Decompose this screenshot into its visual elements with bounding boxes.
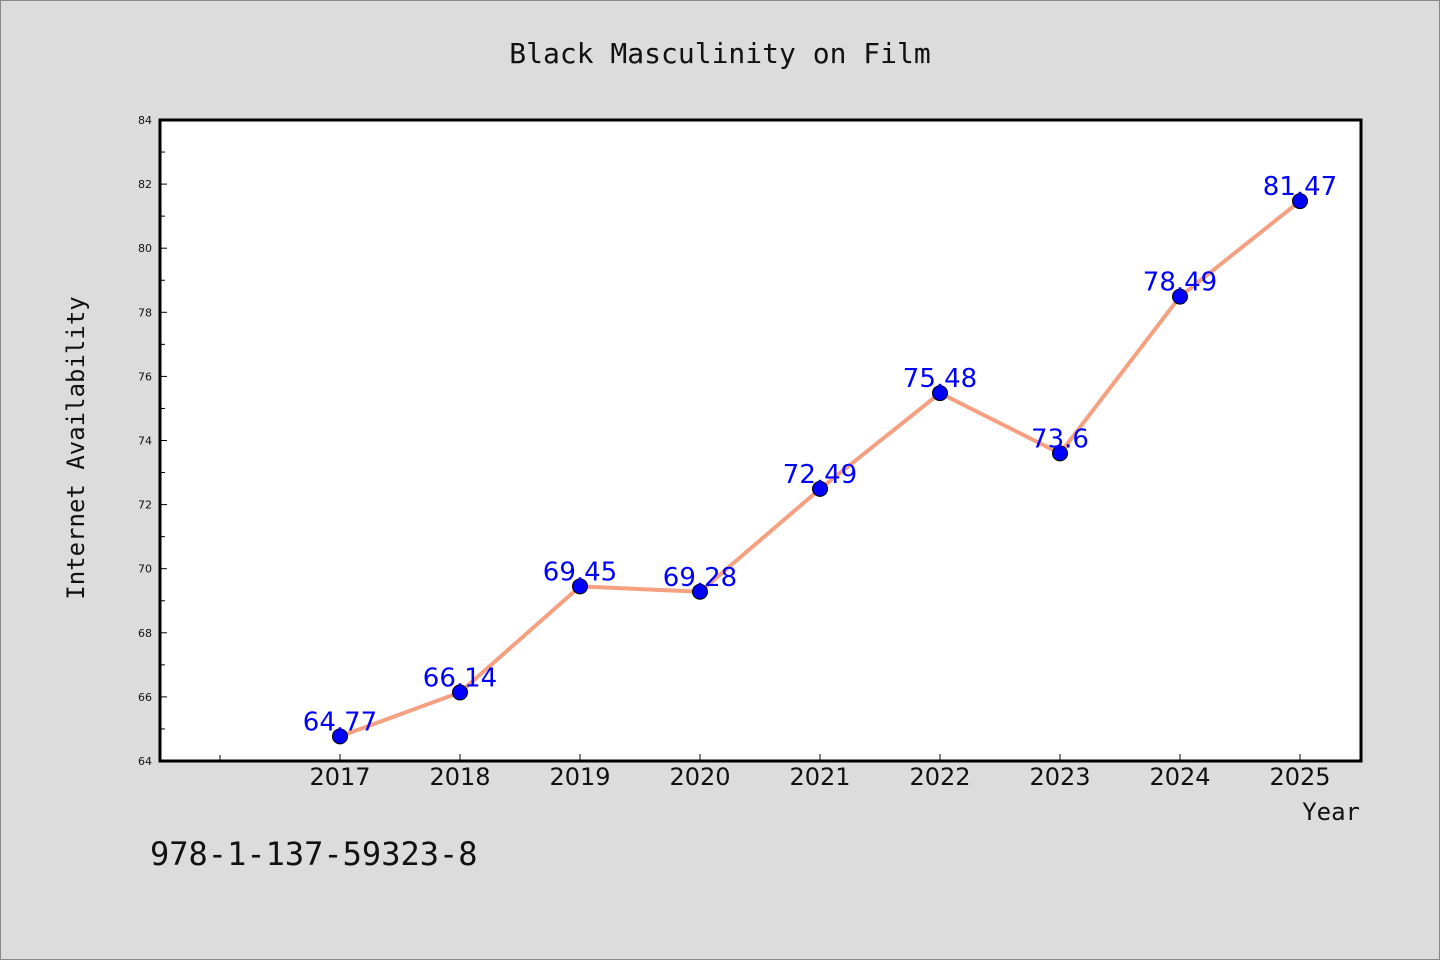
x-tick-label: 2017 bbox=[309, 763, 370, 791]
x-axis-label: Year bbox=[1302, 798, 1360, 826]
isbn-text: 978-1-137-59323-8 bbox=[150, 835, 478, 873]
y-axis: 64 66 68 70 72 74 76 78 80 82 84 bbox=[138, 114, 167, 768]
x-tick-label: 2025 bbox=[1269, 763, 1330, 791]
data-point bbox=[932, 385, 948, 402]
data-label: 72.49 bbox=[783, 460, 857, 490]
data-labels-group: 64.77 66.14 69.45 69.28 72.49 75.48 73.6 78.49 8… bbox=[303, 172, 1337, 737]
data-label: 81.47 bbox=[1263, 172, 1337, 202]
data-label: 75.48 bbox=[903, 364, 977, 394]
y-tick-label: 72 bbox=[138, 499, 152, 512]
data-label: 64.77 bbox=[303, 707, 377, 737]
x-tick-label: 2019 bbox=[549, 763, 610, 791]
data-label: 66.14 bbox=[423, 663, 497, 693]
data-point bbox=[572, 578, 588, 595]
x-tick-label: 2020 bbox=[669, 763, 730, 791]
x-tick-label: 2022 bbox=[909, 763, 970, 791]
y-tick-label: 68 bbox=[138, 627, 152, 640]
series-points-group bbox=[332, 193, 1308, 745]
data-point bbox=[812, 480, 828, 497]
y-tick-label: 80 bbox=[138, 242, 152, 255]
data-label: 69.45 bbox=[543, 557, 617, 587]
y-tick-label: 64 bbox=[138, 755, 152, 768]
y-tick-label: 82 bbox=[138, 178, 152, 191]
data-label: 78.49 bbox=[1143, 268, 1217, 298]
x-tick-label: 2024 bbox=[1149, 763, 1210, 791]
data-label: 73.6 bbox=[1031, 424, 1089, 454]
x-tick-label: 2018 bbox=[429, 763, 490, 791]
plot-area bbox=[158, 118, 1363, 763]
data-point bbox=[692, 583, 708, 600]
y-tick-label: 70 bbox=[138, 563, 152, 576]
y-tick-label: 78 bbox=[138, 306, 152, 319]
data-point bbox=[1172, 288, 1188, 305]
data-point bbox=[452, 684, 468, 701]
chart-title: Black Masculinity on Film bbox=[509, 37, 930, 70]
x-tick-label: 2023 bbox=[1029, 763, 1090, 791]
y-tick-label: 66 bbox=[138, 691, 152, 704]
y-axis-label: Internet Availability bbox=[62, 296, 90, 599]
data-point bbox=[1052, 445, 1068, 462]
data-label: 69.28 bbox=[663, 563, 737, 593]
data-point bbox=[1292, 193, 1308, 210]
y-tick-label: 76 bbox=[138, 370, 152, 383]
x-axis: 2017 2018 2019 2020 2021 2022 2023 2024 2025 bbox=[219, 754, 1331, 791]
y-tick-label: 74 bbox=[138, 435, 152, 448]
y-tick-label: 84 bbox=[138, 114, 152, 127]
x-tick-label: 2021 bbox=[789, 763, 850, 791]
data-point bbox=[332, 728, 348, 745]
